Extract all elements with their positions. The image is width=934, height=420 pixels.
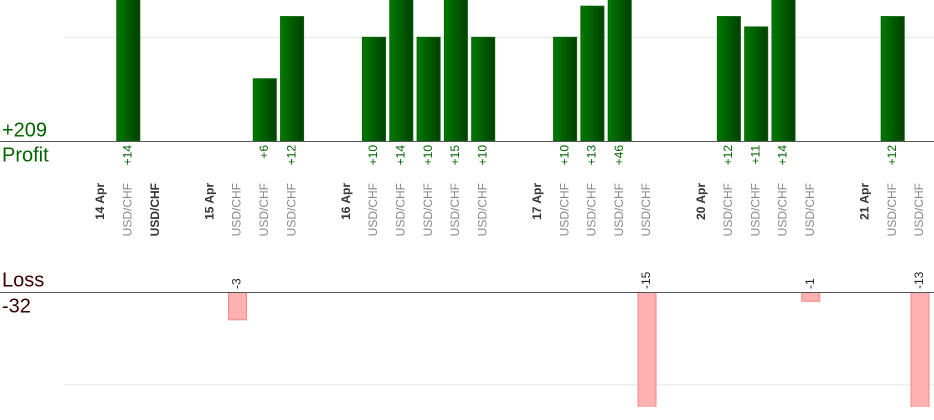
profit-bar	[362, 36, 386, 141]
profit-value-label: +13	[585, 145, 599, 166]
profit-value-label: +10	[366, 145, 380, 166]
profit-value-label: +12	[721, 145, 735, 166]
category-label: USD/CHF	[639, 183, 653, 236]
profit-bar	[744, 26, 769, 141]
category-label: USD/CHF	[912, 183, 926, 236]
profit-bar	[607, 0, 632, 141]
category-label: USD/CHF	[421, 183, 435, 236]
loss-value-label: -15	[639, 271, 653, 289]
category-label: 17 Apr	[530, 183, 544, 220]
category-label: USD/CHF	[230, 183, 244, 236]
category-label: USD/CHF	[612, 183, 626, 236]
profit-value-label: +46	[612, 145, 626, 166]
category-label: USD/CHF	[284, 183, 298, 236]
category-label: USD/CHF	[721, 183, 735, 236]
category-label: 14 Apr	[93, 183, 107, 220]
profit-bar	[771, 0, 796, 141]
profit-value-label: +10	[557, 145, 571, 166]
category-label: USD/CHF	[748, 183, 762, 236]
category-label: USD/CHF	[120, 183, 134, 236]
category-label: USD/CHF	[448, 183, 462, 236]
profit-bar	[416, 36, 441, 141]
profit-value-label: +10	[475, 145, 489, 166]
profit-bar	[471, 36, 496, 141]
profit-bar	[553, 36, 578, 141]
profit-value-label: +14	[120, 145, 134, 166]
profit-value-label: +6	[257, 145, 271, 159]
profit-bar	[280, 16, 305, 141]
category-label: USD/CHF	[585, 183, 599, 236]
category-label: USD/CHF	[885, 183, 899, 236]
loss-bar	[228, 292, 247, 321]
profit-value-label: +10	[421, 145, 435, 166]
profit-bar	[116, 0, 141, 141]
profit-value-label: +14	[393, 145, 407, 166]
category-label: USD/CHF	[393, 183, 407, 236]
category-label: USD/CHF	[803, 183, 817, 236]
loss-label: Loss	[2, 269, 44, 291]
profit-bar	[716, 16, 741, 141]
loss-value-label: -3	[230, 278, 244, 289]
category-label: 16 Apr	[339, 183, 353, 220]
profit-value-label: +12	[885, 145, 899, 166]
category-label: USD/CHF	[557, 183, 571, 236]
loss-bar	[801, 292, 821, 302]
loss-value-label: -1	[803, 278, 817, 289]
category-label: 20 Apr	[694, 183, 708, 220]
profit-value-label: +12	[284, 145, 298, 166]
profit-bar	[389, 0, 414, 141]
category-label: USD/CHF	[475, 183, 489, 236]
profit-bar	[580, 5, 605, 141]
profit-value-label: +11	[748, 145, 762, 165]
loss-bar	[637, 292, 657, 407]
loss-total: -32	[2, 295, 31, 317]
category-label: USD/CHF	[257, 183, 271, 236]
profit-total: +209	[2, 119, 47, 141]
category-label: USD/CHF	[366, 183, 380, 236]
category-label: USD/CHF	[148, 183, 162, 236]
loss-value-label: -13	[912, 271, 926, 289]
profit-bar	[880, 16, 905, 141]
profit-value-label: +15	[448, 145, 462, 166]
category-label: USD/CHF	[776, 183, 790, 236]
profit-label: Profit	[2, 144, 49, 166]
category-label: 21 Apr	[858, 183, 872, 220]
profit-bar	[252, 78, 277, 141]
profit-bar	[443, 0, 468, 141]
category-label: 15 Apr	[202, 183, 216, 220]
loss-bar	[910, 292, 930, 407]
profit-value-label: +14	[776, 145, 790, 166]
